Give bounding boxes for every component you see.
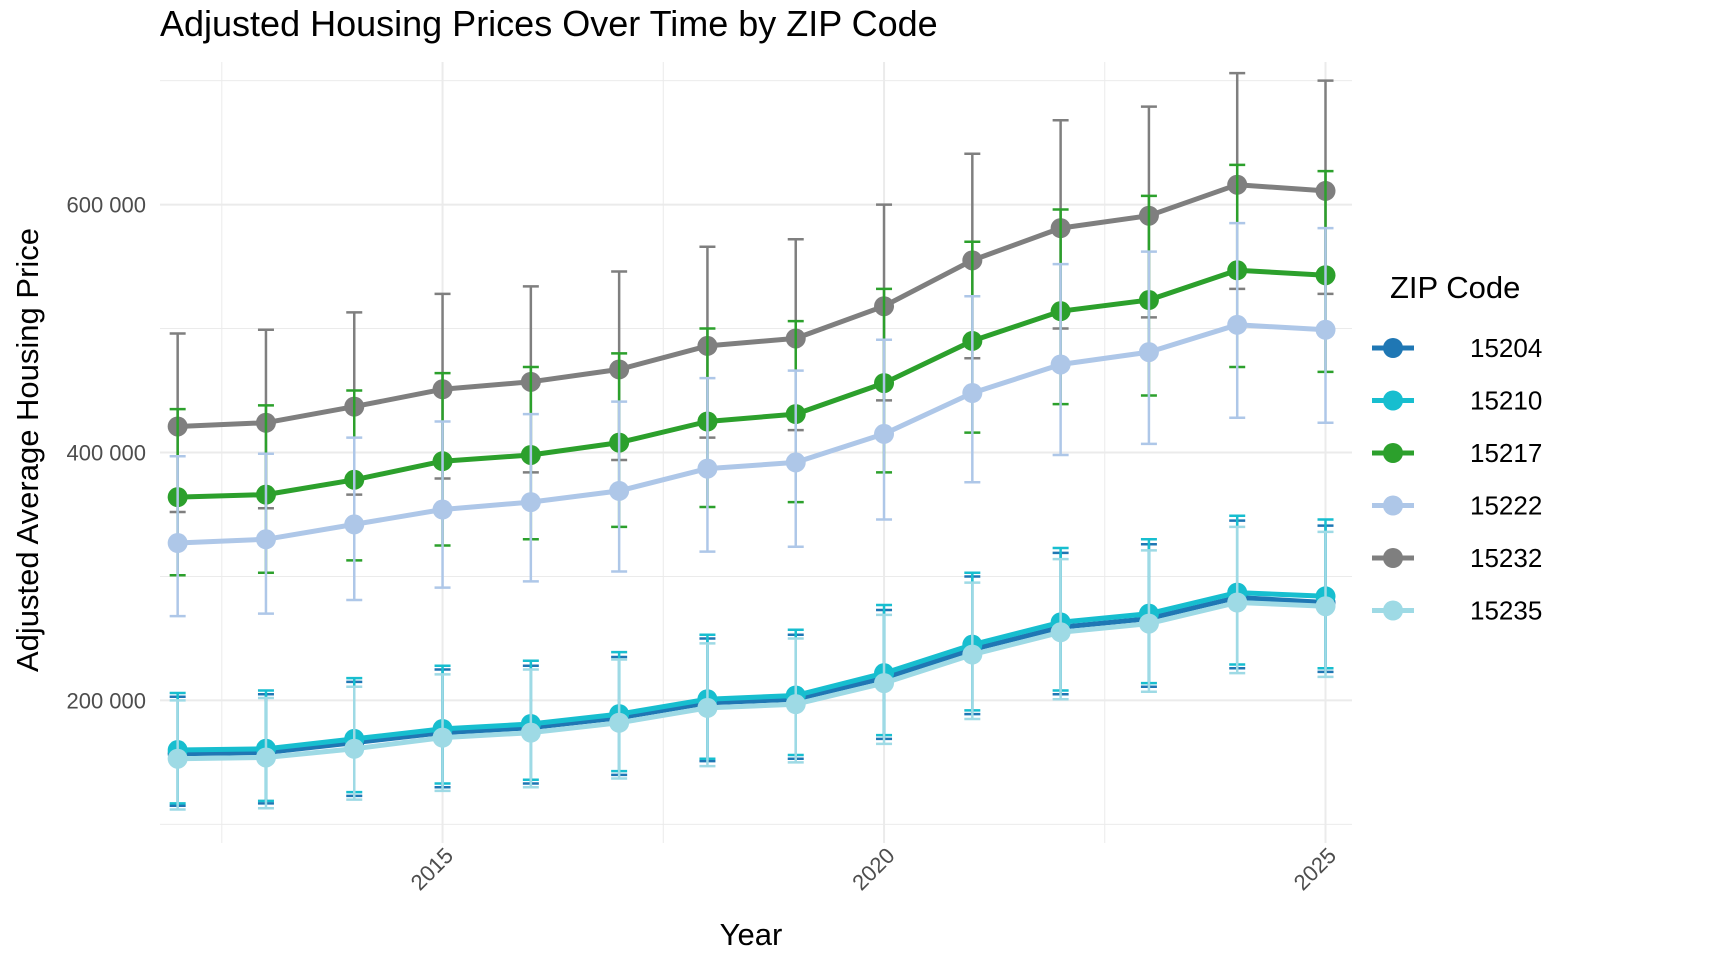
data-point (1227, 592, 1248, 613)
legend-item-15222: 15222 (1372, 491, 1542, 521)
legend: ZIP Code 15204 15210 15217 15222 15232 15235 (1372, 270, 1542, 626)
legend-label: 15222 (1470, 491, 1542, 521)
data-point (1050, 354, 1071, 375)
legend-label: 15232 (1470, 543, 1542, 573)
y-tick-labels: 200 000 400 000 600 000 (66, 193, 146, 714)
legend-label: 15235 (1470, 596, 1542, 626)
data-point (609, 712, 630, 733)
chart-title: Adjusted Housing Prices Over Time by ZIP… (160, 3, 938, 44)
series-line (177, 595, 1326, 757)
x-tick-label: 2025 (1289, 843, 1341, 895)
series-15204 (167, 519, 1336, 808)
data-point (697, 458, 718, 479)
legend-item-15235: 15235 (1372, 596, 1542, 626)
data-point (344, 738, 365, 759)
series-15232 (167, 71, 1336, 514)
data-point (167, 532, 188, 553)
series-15217 (167, 163, 1336, 577)
legend-key-point (1383, 443, 1403, 463)
series-15235 (167, 525, 1336, 811)
y-tick-label: 200 000 (66, 688, 146, 713)
x-tick-label: 2020 (847, 843, 899, 895)
legend-key-point (1383, 338, 1403, 358)
series-15210 (167, 514, 1336, 805)
y-axis-title: Adjusted Average Housing Price (10, 228, 45, 672)
legend-item-15210: 15210 (1372, 386, 1542, 416)
legend-label: 15210 (1470, 386, 1542, 416)
series-layer (167, 71, 1336, 811)
data-point (785, 452, 806, 473)
legend-item-15217: 15217 (1372, 438, 1542, 468)
series-line (177, 322, 1326, 546)
x-axis-title: Year (720, 917, 783, 952)
x-tick-label: 2015 (406, 843, 458, 895)
data-point (432, 499, 453, 520)
legend-key-point (1383, 390, 1403, 411)
series-line (177, 182, 1326, 429)
x-tick-labels: 2015 2020 2025 (406, 843, 1341, 895)
series-line (177, 267, 1326, 500)
data-point (432, 727, 453, 748)
legend-key-point (1383, 548, 1403, 568)
legend-item-15204: 15204 (1372, 333, 1542, 363)
legend-label: 15217 (1470, 438, 1542, 468)
data-point (874, 423, 895, 444)
legend-item-15232: 15232 (1372, 543, 1542, 573)
y-tick-label: 400 000 (66, 441, 146, 466)
legend-title: ZIP Code (1390, 270, 1520, 305)
data-point (962, 382, 983, 403)
data-point (255, 747, 276, 768)
data-point (167, 748, 188, 769)
series-line (177, 590, 1326, 753)
data-point (609, 480, 630, 501)
grid (160, 62, 1352, 843)
data-point (874, 673, 895, 694)
data-point (344, 514, 365, 535)
data-point (1138, 342, 1159, 363)
series-line (177, 600, 1326, 762)
data-point (1315, 319, 1336, 340)
data-point (697, 697, 718, 718)
legend-key-point (1383, 495, 1403, 516)
data-point (255, 529, 276, 550)
data-point (1138, 613, 1159, 634)
data-point (520, 722, 541, 743)
data-point (962, 644, 983, 665)
legend-label: 15204 (1470, 333, 1542, 363)
data-point (520, 492, 541, 513)
data-point (1315, 596, 1336, 617)
series-15222 (167, 221, 1336, 618)
data-point (785, 694, 806, 715)
legend-key-point (1383, 600, 1403, 621)
y-tick-label: 600 000 (66, 193, 146, 218)
data-point (1227, 314, 1248, 335)
data-point (1050, 622, 1071, 643)
